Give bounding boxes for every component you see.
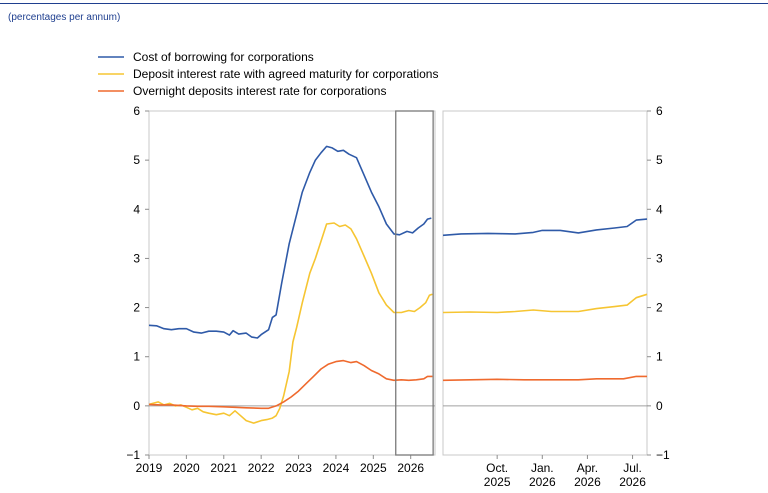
x-tick-label-right-year: 2026 <box>619 475 646 489</box>
y-tick-label-left: 1 <box>133 350 140 364</box>
x-tick-label-left: 2023 <box>285 461 312 475</box>
x-tick-label-right-year: 2026 <box>574 475 601 489</box>
y-tick-label-right: −1 <box>656 448 670 462</box>
series-line-right-deposit <box>442 293 648 314</box>
series-line-right-overnight <box>442 375 647 382</box>
chart-subtitle: (percentages per annum) <box>8 12 121 23</box>
y-tick-label-left: 3 <box>133 251 140 265</box>
x-tick-label-right-year: 2026 <box>529 475 556 489</box>
x-tick-label-right-month: Jan. <box>531 461 554 475</box>
x-tick-label-right-month: Jul. <box>623 461 642 475</box>
x-tick-label-left: 2024 <box>323 461 350 475</box>
series-line-left-overnight <box>148 359 433 410</box>
legend-label-borrowing: Cost of borrowing for corporations <box>133 50 314 64</box>
series-line-left-borrowing <box>148 145 432 339</box>
y-tick-label-right: 2 <box>656 301 663 315</box>
series-line-right-borrowing <box>442 218 648 237</box>
x-tick-label-left: 2019 <box>136 461 163 475</box>
x-tick-label-left: 2025 <box>360 461 387 475</box>
x-tick-label-left: 2021 <box>210 461 237 475</box>
y-tick-label-right: 1 <box>656 350 663 364</box>
x-tick-label-right-year: 2025 <box>484 475 511 489</box>
y-tick-label-right: 3 <box>656 251 663 265</box>
legend: Cost of borrowing for corporations Depos… <box>98 50 438 98</box>
series-line-left-deposit <box>148 222 433 424</box>
y-tick-label-left: −1 <box>126 448 140 462</box>
y-tick-label-right: 5 <box>656 153 663 167</box>
x-tick-label-left: 2026 <box>397 461 424 475</box>
y-tick-label-left: 4 <box>133 202 140 216</box>
x-tick-label-right-month: Oct. <box>486 461 508 475</box>
x-tick-label-left: 2022 <box>248 461 275 475</box>
y-tick-label-right: 6 <box>656 104 663 118</box>
y-tick-label-left: 5 <box>133 153 140 167</box>
legend-label-overnight: Overnight deposits interest rate for cor… <box>133 84 386 98</box>
y-tick-label-right: 0 <box>656 399 663 413</box>
y-tick-label-right: 4 <box>656 202 663 216</box>
legend-label-deposit: Deposit interest rate with agreed maturi… <box>133 67 438 81</box>
left-panel-frame <box>148 110 436 456</box>
highlight-box <box>395 110 434 456</box>
x-tick-label-right-month: Apr. <box>577 461 598 475</box>
y-tick-label-left: 2 <box>133 301 140 315</box>
x-tick-label-left: 2020 <box>173 461 200 475</box>
y-tick-label-left: 6 <box>133 104 140 118</box>
y-tick-label-left: 0 <box>133 399 140 413</box>
top-rule <box>0 3 768 4</box>
right-panel-frame <box>442 110 648 456</box>
